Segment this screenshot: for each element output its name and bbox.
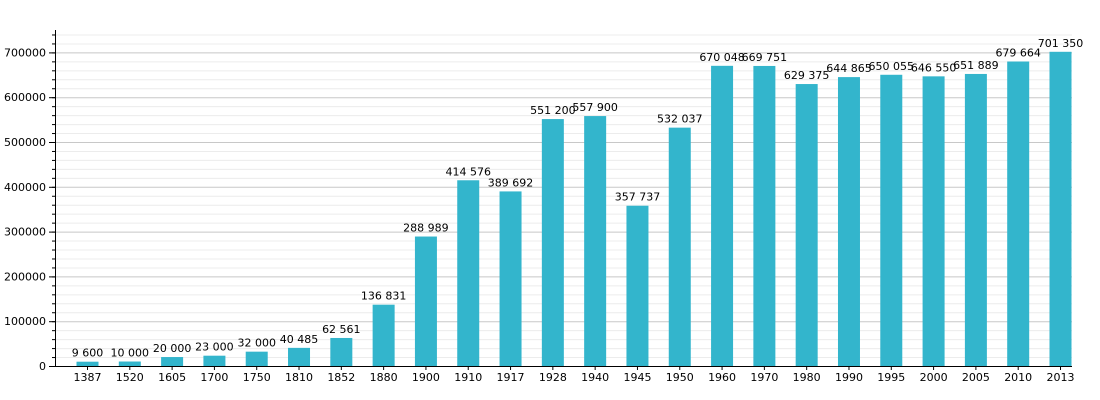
y-tick-label: 100000 — [4, 315, 46, 328]
x-tick-label: 1880 — [370, 371, 398, 384]
x-tick-label: 1945 — [623, 371, 651, 384]
y-tick-label: 500000 — [4, 136, 46, 149]
bar-1950 — [668, 127, 691, 366]
bar-1945 — [626, 205, 649, 366]
bar-1900 — [414, 236, 437, 366]
x-tick-label: 1950 — [666, 371, 694, 384]
data-label-1950: 532 037 — [657, 113, 703, 126]
bar-1880 — [372, 304, 395, 366]
x-tick-label: 2010 — [1004, 371, 1032, 384]
data-label-2013: 701 350 — [1038, 37, 1084, 50]
y-tick-label: 300000 — [4, 226, 46, 239]
data-label-2010: 679 664 — [995, 47, 1041, 60]
data-label-1980: 629 375 — [784, 69, 830, 82]
x-tick-label: 1852 — [327, 371, 355, 384]
data-label-2005: 651 889 — [953, 59, 999, 72]
data-label-1900: 288 989 — [403, 222, 449, 235]
data-label-1960: 670 048 — [699, 51, 745, 64]
y-tick-label: 0 — [39, 360, 46, 373]
bar-1940 — [584, 116, 607, 367]
y-tick-label: 200000 — [4, 270, 46, 283]
data-label-1880: 136 831 — [361, 290, 407, 303]
data-label-1750: 32 000 — [237, 337, 276, 350]
data-label-1700: 23 000 — [195, 341, 234, 354]
x-tick-label: 1980 — [793, 371, 821, 384]
bar-1990 — [837, 77, 860, 367]
bar-1980 — [795, 84, 818, 366]
x-tick-label: 2000 — [920, 371, 948, 384]
x-tick-label: 1810 — [285, 371, 313, 384]
bar-1700 — [203, 355, 226, 366]
data-label-2000: 646 550 — [911, 61, 957, 74]
bar-2005 — [964, 73, 987, 366]
data-label-1910: 414 576 — [445, 165, 491, 178]
y-minor-ticks — [52, 34, 55, 359]
data-label-1387: 9 600 — [72, 347, 104, 360]
data-label-1970: 669 751 — [742, 51, 788, 64]
x-tick-label: 1520 — [116, 371, 144, 384]
x-tick-label: 1928 — [539, 371, 567, 384]
data-label-1990: 644 865 — [826, 62, 872, 75]
bar-1995 — [880, 74, 903, 366]
bar-1910 — [457, 180, 480, 366]
data-label-1917: 389 692 — [488, 176, 534, 189]
x-tick-label: 1605 — [158, 371, 186, 384]
data-label-1995: 650 055 — [869, 60, 915, 73]
data-label-1810: 40 485 — [280, 333, 319, 346]
bar-1520 — [118, 361, 141, 366]
bar-1960 — [711, 65, 734, 367]
data-label-1852: 62 561 — [322, 323, 361, 336]
x-tick-label: 1990 — [835, 371, 863, 384]
x-tick-label: 1700 — [200, 371, 228, 384]
bar-1970 — [753, 65, 776, 367]
x-tick-label: 1960 — [708, 371, 736, 384]
y-tick-label: 700000 — [4, 46, 46, 59]
data-label-1945: 357 737 — [615, 191, 661, 204]
y-axis-ticks: 0 100000 200000 300000 400000 500000 600000 700… — [4, 46, 55, 373]
x-tick-label: 1750 — [243, 371, 271, 384]
x-tick-label: 1910 — [454, 371, 482, 384]
bar-1605 — [161, 357, 184, 366]
bar-1750 — [245, 351, 268, 366]
bar-1810 — [288, 347, 311, 366]
bar-2013 — [1049, 51, 1072, 367]
data-label-1940: 557 900 — [572, 101, 618, 114]
bar-1852 — [330, 337, 353, 366]
data-label-1520: 10 000 — [111, 347, 150, 360]
y-tick-label: 600000 — [4, 91, 46, 104]
bar-2010 — [1007, 61, 1030, 366]
x-tick-label: 2005 — [962, 371, 990, 384]
x-tick-label: 1900 — [412, 371, 440, 384]
bars — [76, 51, 1072, 367]
x-tick-label: 1387 — [74, 371, 102, 384]
x-tick-label: 1995 — [877, 371, 905, 384]
x-tick-label: 1970 — [750, 371, 778, 384]
bar-1387 — [76, 361, 99, 366]
data-label-1605: 20 000 — [153, 342, 192, 355]
x-tick-label: 1940 — [581, 371, 609, 384]
y-tick-label: 400000 — [4, 181, 46, 194]
bar-1917 — [499, 191, 522, 366]
x-axis-ticks: 1387 1520 1605 1700 1750 1810 1852 1880 1900 1910… — [74, 366, 1075, 384]
x-tick-label: 1917 — [497, 371, 525, 384]
data-label-1928: 551 200 — [530, 104, 576, 117]
bar-1928 — [541, 119, 564, 366]
x-tick-label: 2013 — [1047, 371, 1075, 384]
bar-2000 — [922, 76, 945, 367]
